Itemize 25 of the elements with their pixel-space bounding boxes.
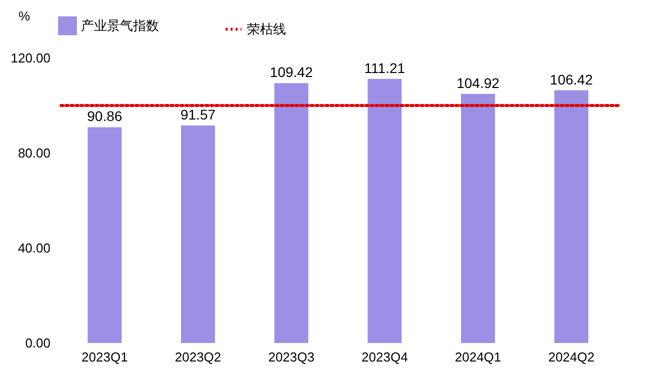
y-tick-label: 0.00 — [25, 336, 50, 350]
bar — [181, 126, 215, 343]
bar — [88, 127, 122, 343]
x-tick-label: 2023Q3 — [268, 350, 314, 364]
y-tick-label: 40.00 — [18, 240, 50, 256]
data-label: 104.92 — [456, 74, 500, 91]
x-tick-label: 2023Q1 — [82, 350, 128, 364]
legend-label: 荣枯线 — [247, 21, 286, 36]
x-tick-label: 2023Q2 — [174, 350, 222, 364]
y-axis-title: % — [18, 8, 30, 24]
bar — [461, 94, 495, 343]
bar — [368, 78, 402, 343]
x-tick-label: 2024Q2 — [548, 350, 594, 364]
data-label: 111.21 — [364, 60, 406, 76]
x-tick-label: 2024Q1 — [454, 350, 502, 364]
x-tick-label: 2023Q4 — [362, 350, 408, 364]
y-tick-label: 120.00 — [10, 50, 50, 66]
bar — [274, 83, 308, 343]
legend-label: 产业景气指数 — [81, 18, 159, 33]
data-label: 90.86 — [87, 108, 122, 124]
data-label: 106.42 — [550, 71, 593, 88]
data-label: 91.57 — [180, 106, 216, 123]
y-tick-label: 80.00 — [18, 146, 50, 160]
bar — [554, 90, 588, 343]
data-label: 109.42 — [270, 64, 313, 80]
